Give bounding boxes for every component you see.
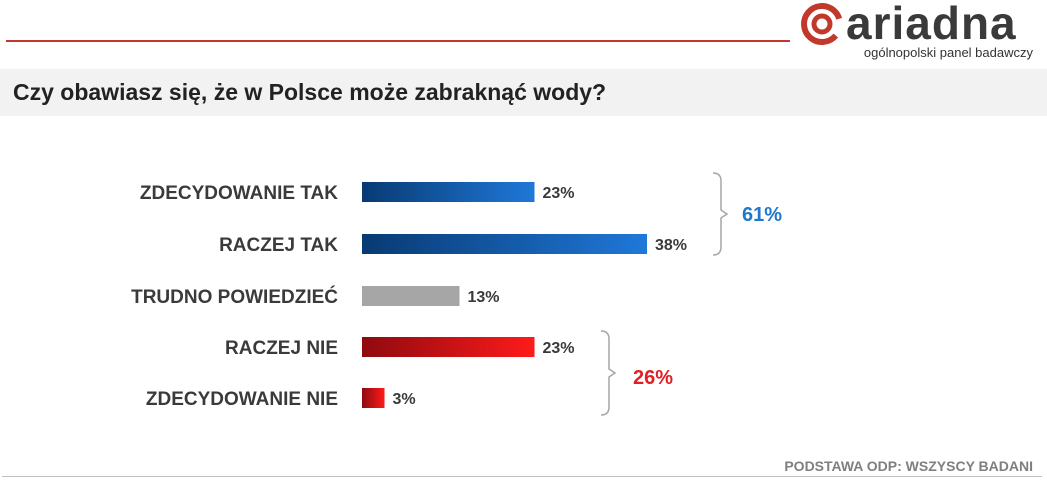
group-total-label: 61%: [742, 204, 782, 226]
bar: [362, 182, 535, 202]
bar: [362, 388, 385, 408]
data-label: 38%: [655, 237, 687, 254]
group-bracket: [600, 330, 617, 416]
category-label: ZDECYDOWANIE NIE: [146, 389, 338, 410]
footer-divider: [2, 476, 1042, 477]
data-label: 23%: [543, 185, 575, 202]
category-label: RACZEJ NIE: [225, 338, 338, 359]
chart-title: Czy obawiasz się, że w Polsce może zabra…: [13, 79, 607, 105]
category-label: RACZEJ TAK: [219, 235, 338, 256]
bar: [362, 337, 535, 357]
brand-logo: ariadna ogólnopolski panel badawczy: [796, 0, 1047, 66]
title-band: Czy obawiasz się, że w Polsce może zabra…: [0, 69, 1047, 116]
data-label: 3%: [393, 391, 416, 408]
footer-base-note: PODSTAWA ODP: WSZYSCY BADANI: [784, 458, 1033, 474]
header-divider: [6, 40, 790, 42]
data-label: 13%: [468, 289, 500, 306]
group-total-label: 26%: [633, 367, 673, 389]
bar: [362, 234, 647, 254]
group-bracket: [712, 172, 729, 256]
ariadna-logo-icon: [801, 3, 843, 45]
brand-tagline: ogólnopolski panel badawczy: [863, 45, 1033, 60]
category-label: ZDECYDOWANIE TAK: [140, 183, 338, 204]
bar: [362, 286, 460, 306]
data-label: 23%: [543, 340, 575, 357]
category-label: TRUDNO POWIEDZIEĆ: [131, 286, 338, 308]
brand-name: ariadna: [846, 0, 1017, 49]
